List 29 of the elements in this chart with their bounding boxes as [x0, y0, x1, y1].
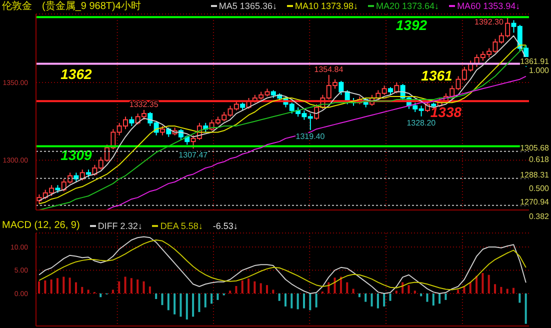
annotation: 0.500 — [528, 184, 549, 193]
ref-line-label: 1392 — [396, 17, 428, 34]
annotation: 1354.84 — [314, 64, 344, 74]
ref-line-label: 1362 — [60, 66, 92, 82]
legend-label: DIFF 2.32↓ — [98, 220, 142, 230]
chart-subtitle: (贵金属_9 968T)4小时 — [42, 0, 141, 13]
legend-label: MA10 1373.98↓ — [294, 1, 358, 11]
legend-label: MA5 1365.36↓ — [218, 1, 277, 11]
ref-line-label: 1288.31 — [520, 170, 550, 180]
annotation: 1328.20 — [406, 118, 436, 128]
annotation: 1.000 — [528, 66, 549, 75]
ref-line-label: 1338 — [430, 104, 462, 120]
legend-label: MA60 1353.94↓ — [457, 1, 520, 11]
annotation: 1319.40 — [296, 132, 326, 142]
chart-title: 伦敦金 — [2, 0, 32, 13]
ref-line-label: 1309 — [60, 147, 92, 164]
ref-line-label: 1305.68 — [520, 143, 550, 152]
annotation: 1332.35 — [129, 100, 159, 109]
annotation: 0.618 — [528, 155, 549, 164]
legend-label: MA20 1373.64↓ — [376, 1, 440, 11]
chart-title: MACD (12, 26, 9) — [2, 220, 80, 231]
annotation: 1361.91 — [520, 57, 549, 66]
text: -6.53↓ — [212, 220, 238, 230]
annotation: 1361 — [421, 67, 453, 84]
legend-label: DEA 5.58↓ — [160, 220, 203, 230]
annotation: 1307.47 — [178, 150, 208, 160]
annotation: 1392.30 — [474, 18, 504, 27]
text: 0.382 — [528, 212, 549, 221]
ref-line-label: 1270.94 — [520, 197, 550, 206]
